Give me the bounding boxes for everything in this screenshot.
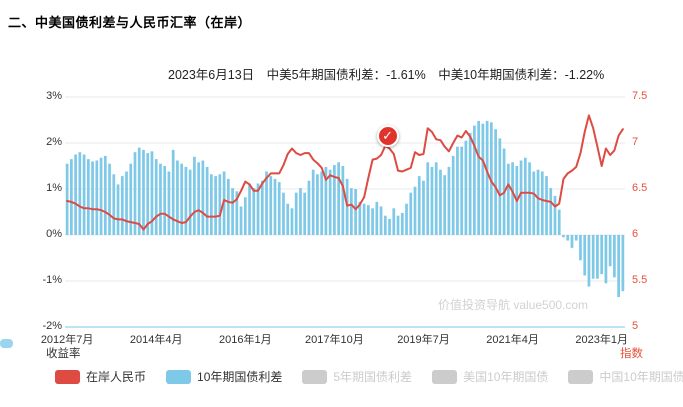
x-axis-tick: 2014年4月 (129, 334, 183, 346)
y-axis-right-tick: 5 (632, 320, 639, 332)
x-axis-tick: 2019年7月 (397, 334, 450, 346)
x-axis-tick: 2012年7月 (40, 334, 94, 346)
legend-swatch-10y-spread (166, 369, 192, 384)
y-axis-left-tick: 2% (46, 136, 62, 148)
legend-swatch-us-10y (432, 369, 458, 384)
left-axis-name: 收益率 (46, 348, 81, 360)
legend-label: 中国10年期国债 (599, 370, 683, 384)
x-axis-tick: 2021年4月 (486, 334, 539, 346)
y-axis-left-tick: 1% (46, 182, 62, 194)
page-title: 二、中美国债利差与人民币汇率（在岸） (8, 15, 252, 30)
legend-item-5y-spread[interactable]: 5年期国债利差 (302, 368, 412, 385)
y-axis-right-tick: 5.5 (632, 274, 648, 286)
data-zoom-handle[interactable] (0, 339, 13, 348)
legend-item-cn-10y[interactable]: 中国10年期国债 (568, 368, 683, 385)
legend-item-onshore-rmb[interactable]: 在岸人民币 (55, 368, 146, 385)
y-axis-right-tick: 6 (632, 228, 639, 240)
legend-label: 美国10年期国债 (463, 370, 549, 384)
y-axis-right-tick: 6.5 (632, 182, 648, 194)
x-axis-tick: 2017年10月 (305, 334, 364, 346)
x-axis-tick: 2023年1月 (575, 334, 628, 346)
legend-swatch-cn-10y (568, 369, 594, 384)
chart-canvas[interactable] (65, 96, 625, 328)
legend-item-us-10y[interactable]: 美国10年期国债 (432, 368, 548, 385)
chart-subtitle: 2023年6月13日 中美5年期国债利差：-1.61% 中美10年期国债利差：-… (168, 68, 605, 82)
right-axis-name: 指数 (620, 348, 643, 360)
plot-area[interactable] (65, 96, 625, 328)
x-axis-tick: 2016年1月 (219, 334, 272, 346)
legend: 在岸人民币 10年期国债利差 5年期国债利差 美国10年期国债 中国10年期国债 (55, 368, 683, 385)
y-axis-left-tick: -1% (42, 274, 62, 286)
legend-label: 5年期国债利差 (333, 370, 413, 384)
y-axis-right-tick: 7.5 (632, 90, 648, 102)
legend-swatch-5y-spread (302, 369, 328, 384)
check-badge-marker: ✓ (376, 124, 399, 147)
y-axis-left-tick: -2% (42, 320, 62, 332)
watermark: 价值投资导航 value500.com (438, 298, 589, 312)
y-axis-right-tick: 7 (632, 136, 639, 148)
legend-label: 在岸人民币 (86, 370, 147, 384)
y-axis-left-tick: 3% (46, 90, 62, 102)
y-axis-left-tick: 0% (46, 228, 62, 240)
legend-swatch-onshore-rmb (55, 369, 80, 384)
legend-label: 10年期国债利差 (197, 370, 283, 384)
legend-item-10y-spread[interactable]: 10年期国债利差 (166, 368, 282, 385)
